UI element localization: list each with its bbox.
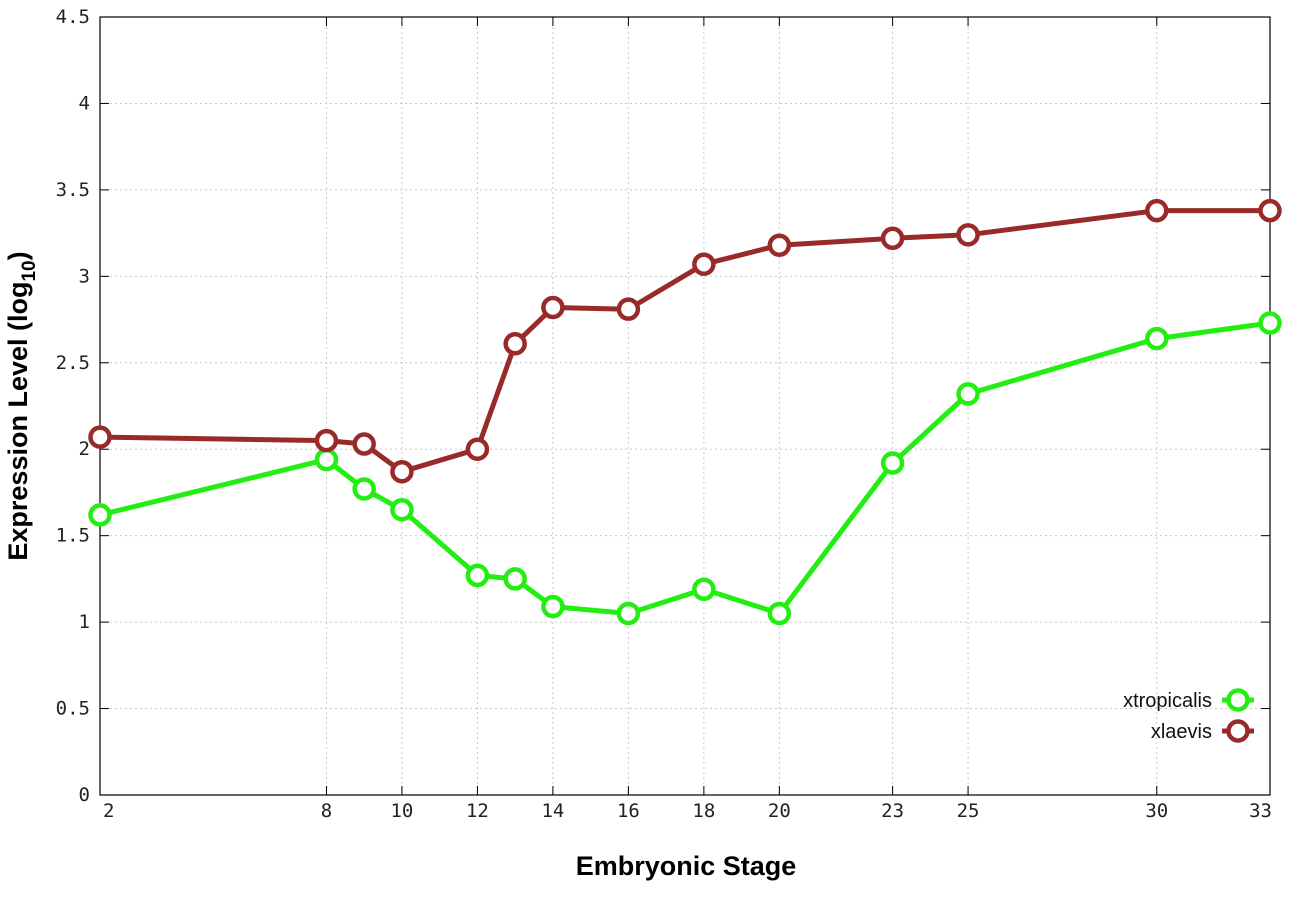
grid: [100, 17, 1270, 795]
x-axis-title: Embryonic Stage: [576, 851, 797, 881]
data-point-xlaevis: [1145, 198, 1169, 223]
data-point-xlaevis: [88, 425, 112, 449]
data-point-xtropicalis: [314, 447, 339, 472]
data-point-xtropicalis: [390, 497, 414, 522]
y-tick-label: 4: [79, 92, 90, 114]
data-point-xtropicalis: [880, 451, 905, 475]
y-axis-title-close: ): [3, 251, 33, 260]
legend-marker-xlaevis: [1226, 719, 1250, 743]
data-point-xlaevis: [314, 428, 339, 453]
series-line-xtropicalis: [99, 320, 1271, 616]
plot-border: [99, 16, 1271, 796]
data-point-xlaevis: [541, 295, 565, 320]
x-tick-label: 16: [617, 800, 640, 822]
x-tick-label: 20: [768, 800, 791, 822]
y-tick-label: 3: [79, 265, 90, 287]
x-tick-label: 23: [881, 800, 904, 822]
series-line-xlaevis: [99, 208, 1270, 475]
x-tick-label: 18: [692, 800, 715, 822]
data-point-xtropicalis: [767, 601, 792, 626]
y-tick-label: 2.5: [56, 352, 90, 374]
data-point-xtropicalis: [88, 503, 112, 527]
y-axis-title: Expression Level (log10): [3, 251, 40, 560]
data-point-xtropicalis: [692, 577, 716, 602]
y-axis-title-subscript: 10: [19, 260, 40, 281]
data-point-xtropicalis: [503, 567, 527, 591]
data-point-xtropicalis: [1145, 326, 1169, 351]
data-point-xlaevis: [616, 297, 641, 321]
y-tick-label: 4.5: [56, 6, 90, 28]
legend-label-xtropicalis: xtropicalis: [1123, 690, 1212, 712]
data-point-xtropicalis: [616, 601, 641, 626]
y-tick-label: 0: [79, 784, 90, 806]
data-point-xlaevis: [465, 437, 490, 461]
y-tick-label: 0.5: [56, 698, 90, 720]
data-point-xlaevis: [390, 459, 414, 484]
x-tick-label: 30: [1145, 800, 1168, 822]
data-point-xlaevis: [352, 432, 376, 456]
series: [88, 198, 1282, 626]
series-xtropicalis: [88, 311, 1282, 626]
data-point-xlaevis: [767, 233, 792, 257]
axes: [99, 16, 1271, 796]
legend: xtropicalis xlaevis: [1123, 688, 1254, 743]
y-tick-label: 2: [79, 438, 90, 460]
data-point-xlaevis: [956, 223, 980, 247]
series-xlaevis: [88, 198, 1282, 484]
data-point-xlaevis: [503, 332, 527, 356]
legend-marker-xtropicalis: [1226, 688, 1250, 712]
data-point-xlaevis: [1258, 198, 1282, 223]
x-tick-label: 14: [541, 800, 564, 822]
data-point-xlaevis: [692, 252, 716, 276]
legend-label-xlaevis: xlaevis: [1151, 721, 1212, 743]
data-point-xtropicalis: [465, 563, 490, 588]
data-point-xtropicalis: [956, 382, 980, 406]
data-point-xlaevis: [880, 226, 905, 251]
x-tick-label: 25: [957, 800, 980, 822]
data-point-xtropicalis: [1258, 311, 1282, 335]
x-tick-label: 12: [466, 800, 489, 822]
y-tick-label: 3.5: [56, 179, 90, 201]
x-tick-label: 33: [1249, 800, 1272, 822]
tick-labels: 0 0.5 1 1.5 2 2.5 3 3.5 4 4.5 2 8 10 12 14 16 18 20 23 25 30…: [56, 6, 1272, 822]
x-tick-label: 10: [390, 800, 413, 822]
data-point-xtropicalis: [352, 477, 376, 501]
x-tick-label: 8: [321, 800, 332, 822]
y-axis-title-main: Expression Level (log: [3, 282, 33, 561]
data-point-xtropicalis: [541, 594, 565, 619]
y-tick-label: 1.5: [56, 525, 90, 547]
y-tick-label: 1: [79, 611, 90, 633]
x-tick-label: 2: [103, 800, 114, 822]
